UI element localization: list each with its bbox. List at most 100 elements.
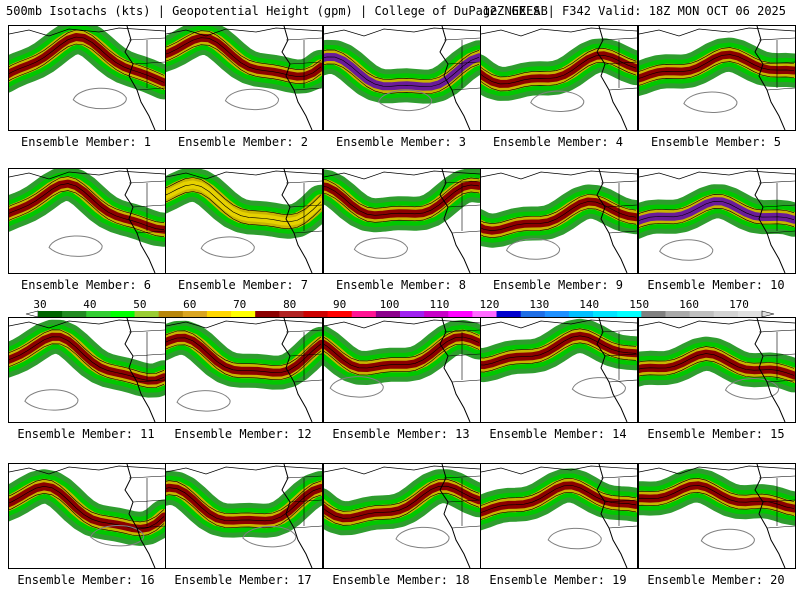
colorbar-segment: [182, 311, 208, 317]
height-contour: [639, 477, 795, 502]
height-contour: [9, 492, 165, 537]
state-borders: [443, 180, 480, 234]
coastline: [754, 169, 786, 273]
geopotential-contour: [571, 377, 626, 399]
coastline: [281, 318, 313, 422]
ensemble-member-map: [8, 463, 166, 569]
geopotential-contour: [683, 91, 738, 113]
colorbar-tick-label: 40: [83, 299, 96, 311]
ensemble-member-label: Ensemble Member: 7: [177, 278, 309, 292]
height-contour: [324, 336, 480, 369]
colorbar-right-arrow: [761, 310, 775, 318]
colorbar-segment: [520, 311, 546, 317]
ensemble-member-map: [323, 317, 481, 423]
header-right-title: 12Z GEFS | F342 Valid: 18Z MON OCT 06 20…: [482, 4, 786, 18]
northern-coastline: [639, 319, 795, 329]
height-contour: [166, 184, 322, 223]
height-contour: [324, 329, 480, 362]
state-borders: [128, 37, 165, 91]
ensemble-member-map: [165, 25, 323, 131]
ensemble-member-map: [638, 168, 796, 274]
height-contour: [639, 47, 795, 72]
geopotential-contour: [329, 376, 384, 398]
height-contour: [639, 54, 795, 79]
northern-coastline: [166, 27, 322, 37]
colorbar-tick-label: 130: [529, 299, 549, 311]
height-contour: [639, 207, 795, 228]
coastline: [439, 464, 471, 568]
colorbar-tick-label: 170: [729, 299, 749, 311]
colorbar-tick-label: 160: [679, 299, 699, 311]
geopotential-contour: [200, 236, 255, 258]
height-contour: [9, 478, 165, 523]
ensemble-member-label: Ensemble Member: 3: [335, 135, 467, 149]
ensemble-member-map: [480, 168, 638, 274]
colorbar-tick-label: 150: [629, 299, 649, 311]
colorbar-segment: [737, 311, 763, 317]
ensemble-member-label: Ensemble Member: 14: [489, 427, 627, 441]
ensemble-member-label: Ensemble Member: 15: [647, 427, 785, 441]
colorbar-segment: [689, 311, 715, 317]
colorbar-segment: [713, 311, 739, 317]
coastline: [124, 464, 156, 568]
coastline: [281, 169, 313, 273]
height-contour: [166, 330, 322, 366]
height-contour: [166, 191, 322, 230]
jet-stream-map-svg: [324, 169, 480, 273]
geopotential-contour: [48, 235, 103, 257]
height-contour: [481, 194, 637, 225]
geopotential-contour: [505, 238, 561, 260]
colorbar-segment: [86, 311, 111, 317]
ensemble-member-map: [480, 463, 638, 569]
geopotential-contour: [90, 525, 145, 547]
height-contour: [481, 208, 637, 239]
ensemble-member-label: Ensemble Member: 19: [489, 573, 627, 587]
jet-stream-map-svg: [166, 26, 322, 130]
northern-coastline: [481, 27, 637, 37]
ensemble-member-label: Ensemble Member: 20: [647, 573, 785, 587]
height-contour: [324, 478, 480, 512]
northern-coastline: [639, 27, 795, 37]
coastline: [124, 318, 156, 422]
jet-stream-map-svg: [166, 318, 322, 422]
ensemble-member-label: Ensemble Member: 11: [17, 427, 155, 441]
northern-coastline: [639, 465, 795, 475]
northern-coastline: [481, 465, 637, 475]
height-contour: [324, 63, 480, 94]
height-contour: [166, 337, 322, 373]
ensemble-member-map: [480, 317, 638, 423]
state-borders: [128, 180, 165, 234]
geopotential-contour: [547, 527, 602, 550]
colorbar-segment: [544, 311, 570, 317]
coastline: [596, 318, 628, 422]
header-left-title: 500mb Isotachs (kts) | Geopotential Heig…: [6, 4, 548, 18]
northern-coastline: [324, 27, 480, 37]
height-contour: [166, 344, 322, 380]
height-contour: [481, 201, 637, 232]
height-contour: [639, 200, 795, 221]
height-contour: [166, 487, 322, 522]
colorbar-segment: [375, 311, 401, 317]
ensemble-member-map: [638, 463, 796, 569]
colorbar-tick-label: 70: [233, 299, 246, 311]
geopotential-contour: [659, 239, 714, 261]
northern-coastline: [166, 465, 322, 475]
northern-coastline: [324, 465, 480, 475]
height-contour: [639, 353, 795, 376]
height-contour: [324, 191, 480, 223]
height-contour: [9, 336, 165, 381]
ensemble-member-map: [638, 317, 796, 423]
height-contour: [9, 190, 165, 237]
jet-stream-map-svg: [639, 169, 795, 273]
state-borders: [758, 475, 795, 529]
colorbar-tick-label: 50: [133, 299, 146, 311]
state-borders: [600, 37, 637, 91]
northern-coastline: [324, 319, 480, 329]
height-contour: [166, 44, 322, 84]
jet-stream-map-svg: [9, 318, 165, 422]
height-contour: [166, 177, 322, 216]
colorbar-segment: [279, 311, 304, 317]
height-contour: [481, 478, 637, 506]
coastline: [124, 169, 156, 273]
jet-stream-map-svg: [481, 26, 637, 130]
